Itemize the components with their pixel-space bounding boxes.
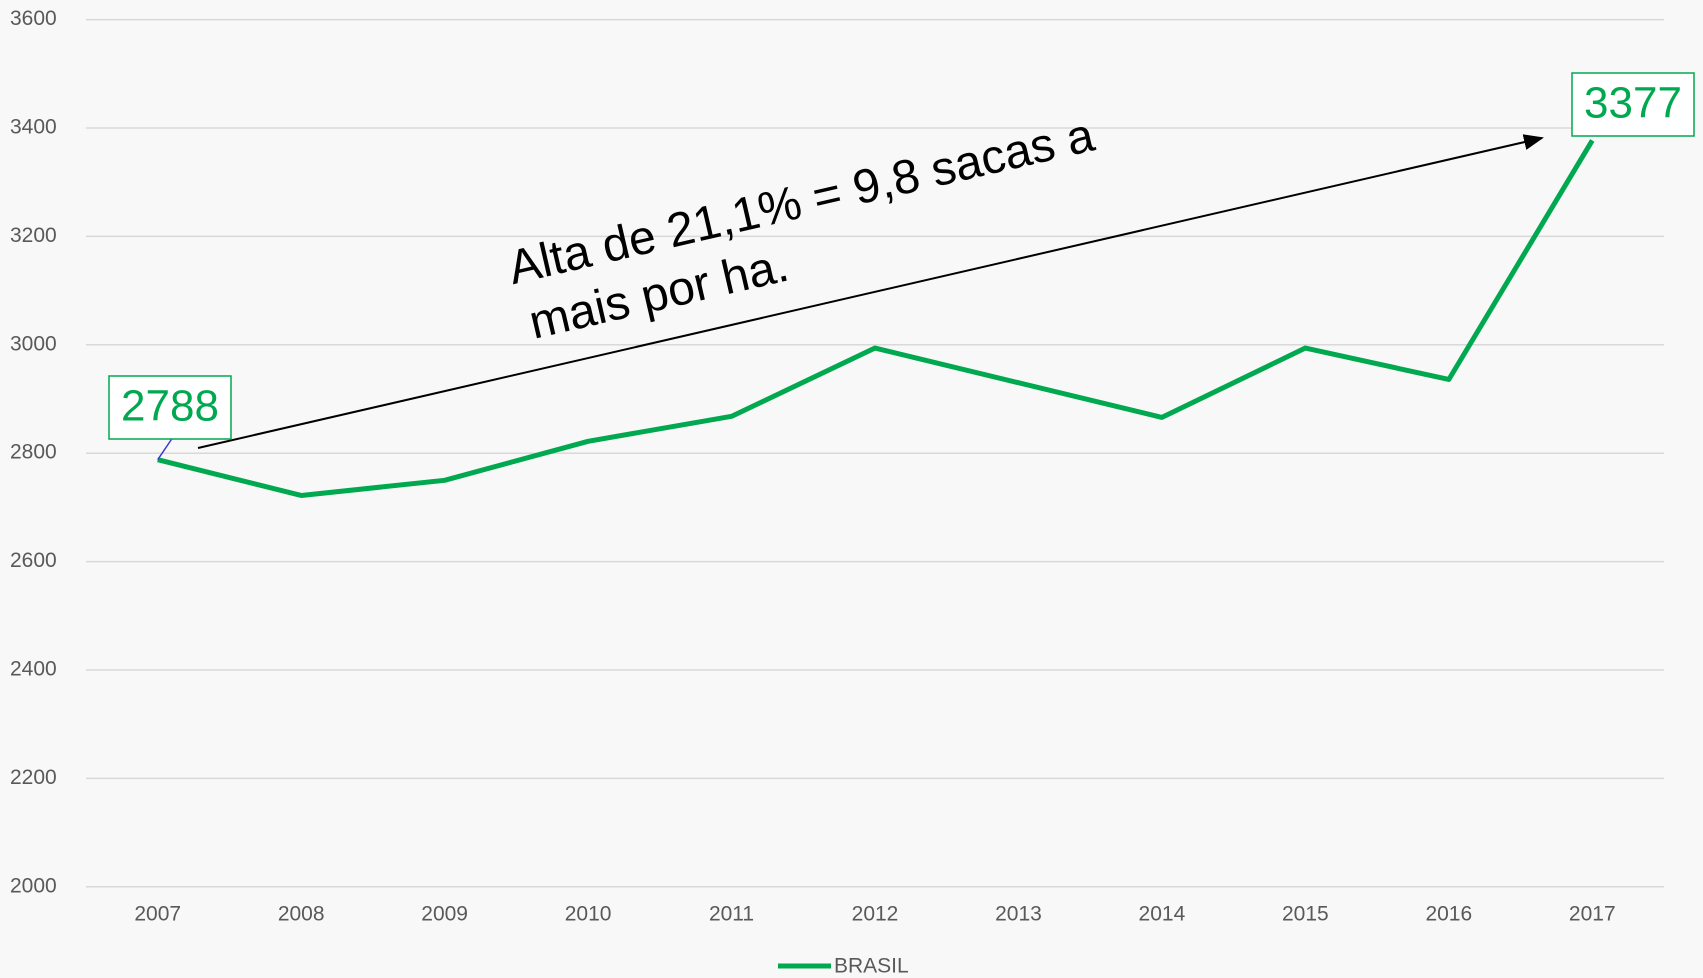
x-tick-label: 2007 [134, 903, 181, 926]
annotation-arrow [197, 134, 1544, 449]
y-tick-label: 2200 [10, 766, 57, 789]
legend-label: BRASIL [834, 955, 909, 978]
x-tick-label: 2016 [1425, 903, 1472, 926]
y-tick-label: 3600 [10, 7, 57, 30]
x-tick-label: 2014 [1139, 903, 1186, 926]
x-tick-label: 2015 [1282, 903, 1329, 926]
y-tick-label: 2000 [10, 874, 57, 897]
data-label: 3377 [1584, 79, 1682, 128]
y-tick-label: 2800 [10, 441, 57, 464]
y-tick-label: 2400 [10, 658, 57, 681]
x-tick-label: 2011 [709, 903, 754, 926]
data-line [157, 139, 1595, 498]
data-label-box [108, 375, 232, 440]
y-tick-label: 3200 [10, 224, 57, 247]
x-tick-label: 2009 [421, 903, 468, 926]
data-label: 2788 [121, 382, 219, 431]
y-tick-label: 3400 [10, 116, 57, 139]
data-label-box [1571, 72, 1695, 137]
x-tick-label: 2008 [278, 903, 325, 926]
x-tick-label: 2013 [995, 903, 1042, 926]
label-leader [157, 438, 173, 461]
x-tick-label: 2012 [852, 903, 899, 926]
y-tick-label: 3000 [10, 332, 57, 355]
y-tick-label: 2600 [10, 549, 57, 572]
x-tick-label: 2017 [1569, 903, 1616, 926]
x-tick-label: 2010 [565, 903, 612, 926]
